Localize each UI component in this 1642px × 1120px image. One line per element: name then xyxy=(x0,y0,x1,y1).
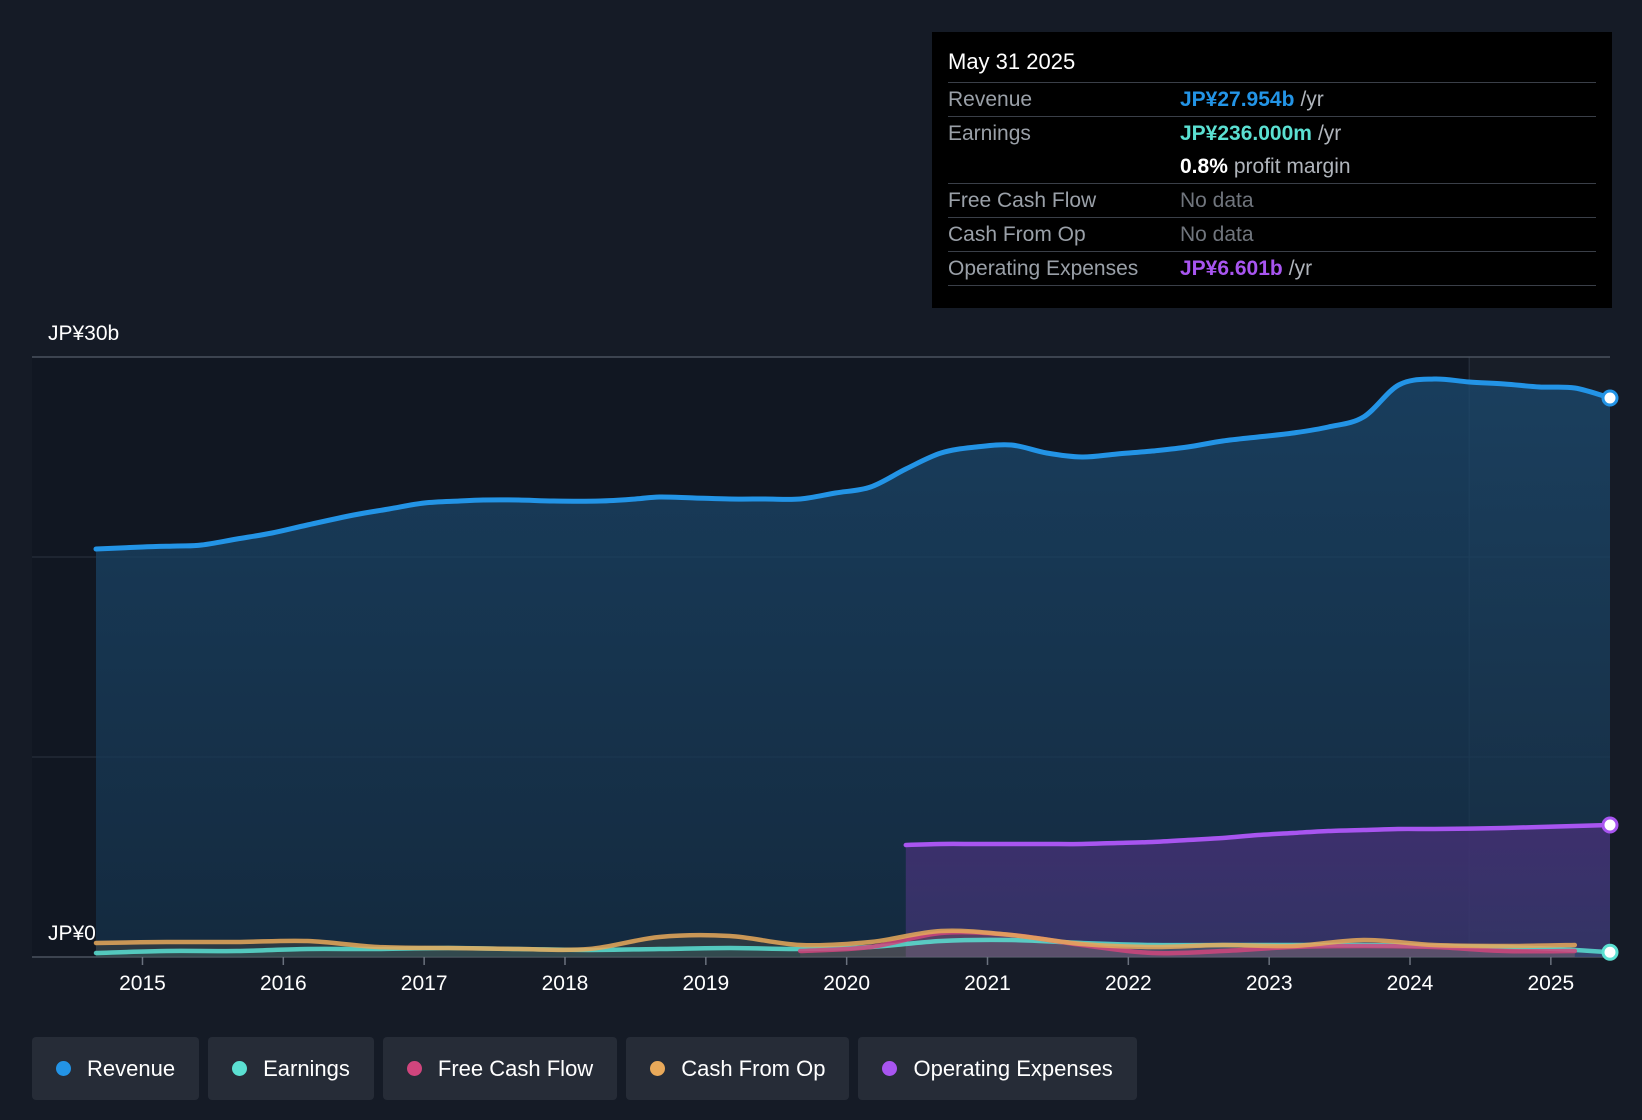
operating-expenses-end-point[interactable] xyxy=(1601,816,1619,834)
data-tooltip: May 31 2025 Revenue JP¥27.954b/yr Earnin… xyxy=(932,32,1612,308)
tooltip-cfo-value: No data xyxy=(1180,223,1254,246)
revenue-dot-icon xyxy=(56,1061,71,1076)
legend-item-fcf[interactable]: Free Cash Flow xyxy=(382,1037,618,1100)
revenue-area xyxy=(96,378,1610,957)
tooltip-earnings-unit: /yr xyxy=(1317,122,1342,145)
tooltip-opex-value: JP¥6.601b xyxy=(1180,257,1283,280)
operating-expenses-area xyxy=(905,825,1610,957)
x-tick-label: 2019 xyxy=(682,972,729,995)
cfo-dot-icon xyxy=(650,1061,666,1076)
y-axis-top-label: JP¥30b xyxy=(48,322,119,345)
legend-item-opex[interactable]: Operating Expenses xyxy=(858,1037,1137,1100)
cash-from-op-line[interactable] xyxy=(93,928,1578,953)
tooltip-fcf-value: No data xyxy=(1180,189,1254,212)
revenue-end-point[interactable] xyxy=(1601,389,1619,407)
tooltip-earnings-value: JP¥236.000m xyxy=(1180,122,1312,145)
tooltip-row-margin: 0.8% profit margin xyxy=(948,150,1596,184)
legend-item-revenue[interactable]: Revenue xyxy=(32,1037,200,1100)
legend-label-cfo: Cash From Op xyxy=(681,1055,826,1081)
tooltip-revenue-label: Revenue xyxy=(948,88,1033,111)
legend-item-earnings[interactable]: Earnings xyxy=(208,1037,374,1100)
series-line-layer xyxy=(93,376,1619,961)
tooltip-opex-label: Operating Expenses xyxy=(948,257,1139,280)
tooltip-row-opex: Operating Expenses JP¥6.601b/yr xyxy=(948,252,1596,286)
x-tick-label: 2023 xyxy=(1246,972,1293,995)
x-tick-label: 2024 xyxy=(1387,972,1434,995)
x-tick-label: 2020 xyxy=(823,972,870,995)
legend-label-earnings: Earnings xyxy=(263,1055,350,1081)
tooltip-earnings-label: Earnings xyxy=(948,122,1031,145)
x-tick-label: 2016 xyxy=(260,972,307,995)
tooltip-fcf-label: Free Cash Flow xyxy=(948,189,1097,212)
y-axis-bottom-label: JP¥0 xyxy=(48,922,96,945)
chart-legend: Revenue Earnings Free Cash Flow Cash Fro… xyxy=(32,1037,1137,1100)
earnings-dot-icon xyxy=(232,1061,248,1076)
operating-expenses-line[interactable] xyxy=(903,822,1613,848)
x-tick-label: 2015 xyxy=(119,972,166,995)
x-tick-label: 2022 xyxy=(1105,972,1152,995)
x-axis-ticks: 2015 2016 2017 2018 2019 2020 2021 2022 2023 2024… xyxy=(119,957,1574,995)
tooltip-date: May 31 2025 xyxy=(948,46,1596,83)
tooltip-row-revenue: Revenue JP¥27.954b/yr xyxy=(948,83,1596,117)
x-tick-label: 2025 xyxy=(1527,972,1574,995)
tooltip-revenue-unit: /yr xyxy=(1300,88,1324,111)
x-tick-label: 2018 xyxy=(542,972,589,995)
tooltip-cfo-label: Cash From Op xyxy=(948,223,1086,246)
tooltip-margin-value: 0.8% xyxy=(1180,155,1228,178)
earnings-end-point[interactable] xyxy=(1601,943,1619,961)
tooltip-revenue-value: JP¥27.954b xyxy=(1180,88,1295,111)
x-tick-label: 2017 xyxy=(401,972,448,995)
tooltip-opex-unit: /yr xyxy=(1288,257,1313,280)
tooltip-margin-text: profit margin xyxy=(1233,155,1351,178)
tooltip-row-cfo: Cash From Op No data xyxy=(948,218,1596,252)
fcf-dot-icon xyxy=(406,1061,422,1076)
legend-label-fcf: Free Cash Flow xyxy=(437,1055,594,1081)
revenue-line[interactable] xyxy=(93,376,1613,552)
tooltip-row-fcf: Free Cash Flow No data xyxy=(948,184,1596,218)
tooltip-row-earnings: Earnings JP¥236.000m/yr xyxy=(948,117,1596,150)
x-tick-label: 2021 xyxy=(964,972,1011,995)
legend-label-revenue: Revenue xyxy=(87,1055,176,1081)
opex-dot-icon xyxy=(882,1061,898,1076)
legend-label-opex: Operating Expenses xyxy=(913,1055,1113,1081)
legend-item-cfo[interactable]: Cash From Op xyxy=(626,1037,850,1100)
